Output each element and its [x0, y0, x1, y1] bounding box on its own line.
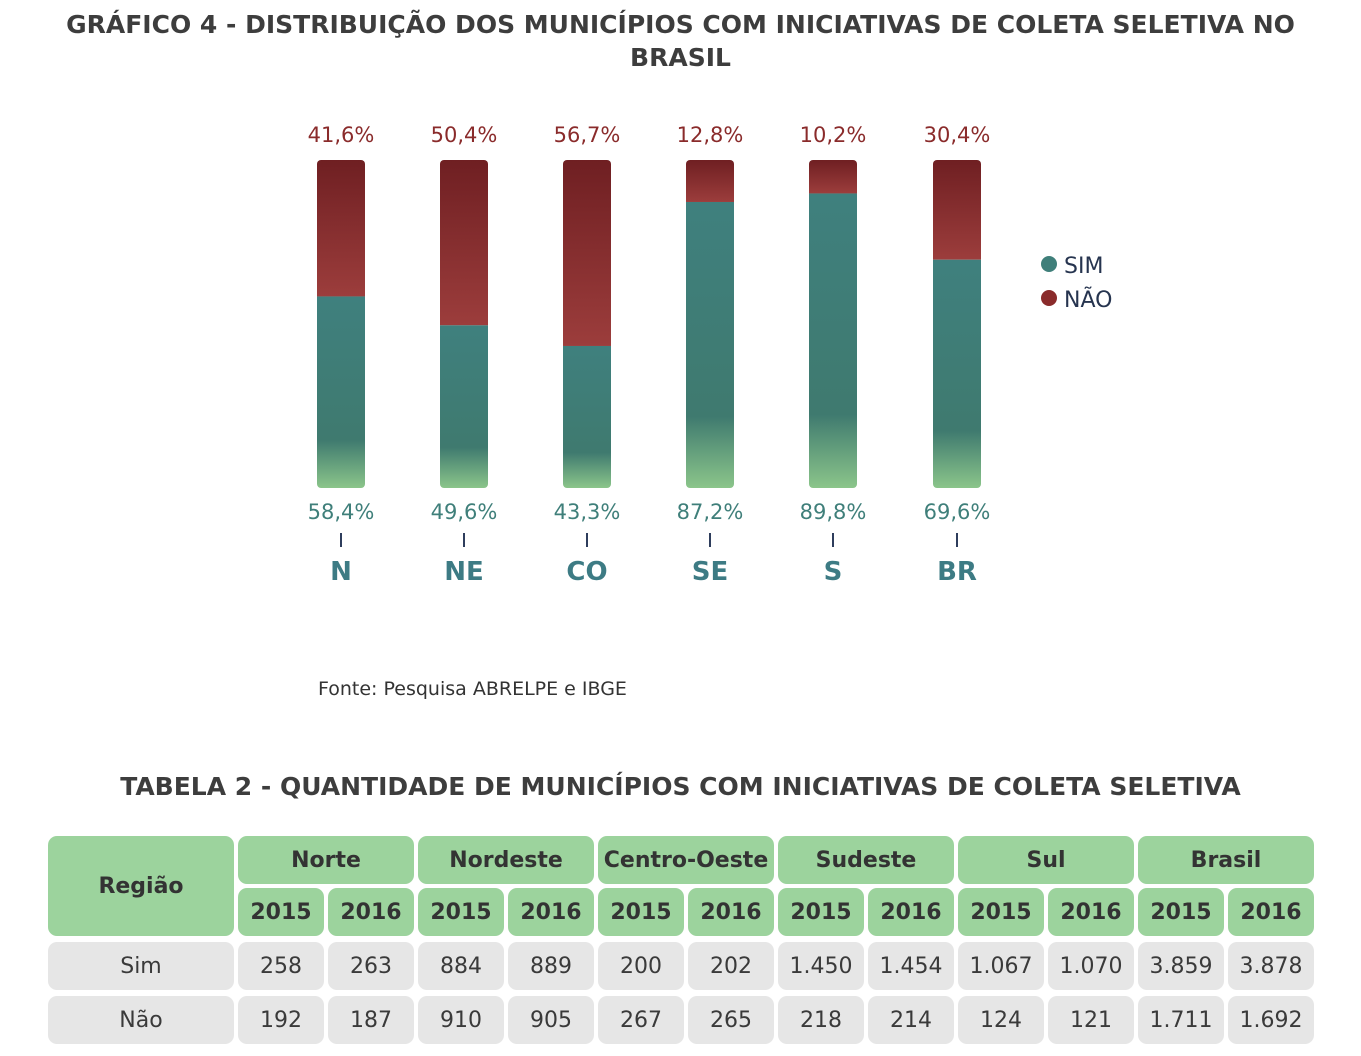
table-cell: 1.450 — [778, 942, 864, 990]
category-label-co: CO — [566, 557, 607, 587]
table-cell: 3.878 — [1228, 942, 1314, 990]
label-sim-co: 43,3% — [554, 500, 621, 524]
header-year: 2016 — [868, 888, 954, 936]
category-label-br: BR — [937, 557, 977, 587]
label-nao-se: 12,8% — [677, 123, 744, 147]
table-cell: 3.859 — [1138, 942, 1224, 990]
bar-nao-s — [809, 160, 857, 194]
bar-sim-co — [563, 345, 611, 488]
bar-nao-n — [317, 160, 365, 297]
table-cell: 1.067 — [958, 942, 1044, 990]
header-year: 2016 — [688, 888, 774, 936]
header-year: 2016 — [1228, 888, 1314, 936]
label-nao-s: 10,2% — [800, 123, 867, 147]
header-year: 2015 — [598, 888, 684, 936]
label-nao-ne: 50,4% — [431, 123, 498, 147]
row-label-sim: Sim — [48, 942, 234, 990]
chart-title: GRÁFICO 4 - DISTRIBUIÇÃO DOS MUNICÍPIOS … — [66, 10, 1295, 72]
table-cell: 192 — [238, 996, 324, 1044]
table-cell: 121 — [1048, 996, 1134, 1044]
header-region: Região — [48, 836, 234, 936]
table-cell: 200 — [598, 942, 684, 990]
category-label-s: S — [824, 557, 843, 587]
legend-label-sim: SIM — [1064, 254, 1103, 279]
header-group-nordeste: Nordeste — [418, 836, 594, 884]
table-cell: 124 — [958, 996, 1044, 1044]
bar-sim-ne — [440, 325, 488, 488]
category-label-ne: NE — [444, 557, 484, 587]
table-cell: 218 — [778, 996, 864, 1044]
table-cell: 267 — [598, 996, 684, 1044]
header-group-norte: Norte — [238, 836, 414, 884]
header-group-brasil: Brasil — [1138, 836, 1314, 884]
table-cell: 263 — [328, 942, 414, 990]
header-group-centro-oeste: Centro-Oeste — [598, 836, 774, 884]
table-cell: 1.711 — [1138, 996, 1224, 1044]
header-year: 2016 — [1048, 888, 1134, 936]
source-note: Fonte: Pesquisa ABRELPE e IBGE — [318, 678, 627, 700]
header-year: 2016 — [508, 888, 594, 936]
bar-sim-n — [317, 296, 365, 488]
row-label-não: Não — [48, 996, 234, 1044]
header-group-sudeste: Sudeste — [778, 836, 954, 884]
table-cell: 889 — [508, 942, 594, 990]
legend-label-nao: NÃO — [1064, 286, 1112, 313]
stacked-bar-chart: 41,6% 58,4% 50,4% 49,6% 56,7% 43,3% 12,8% 87,2%… — [245, 123, 1112, 587]
legend-marker-nao — [1041, 290, 1057, 306]
bar-nao-br — [933, 160, 981, 260]
label-sim-se: 87,2% — [677, 500, 744, 524]
category-label-n: N — [330, 557, 352, 587]
table-cell: 884 — [418, 942, 504, 990]
label-nao-co: 56,7% — [554, 123, 621, 147]
bar-sim-s — [809, 193, 857, 488]
label-sim-br: 69,6% — [924, 500, 991, 524]
header-year: 2015 — [778, 888, 864, 936]
table-cell: 905 — [508, 996, 594, 1044]
header-year: 2015 — [418, 888, 504, 936]
table-cell: 202 — [688, 942, 774, 990]
header-year: 2015 — [958, 888, 1044, 936]
legend-marker-sim — [1041, 256, 1057, 272]
bar-nao-co — [563, 160, 611, 346]
header-year: 2015 — [1138, 888, 1224, 936]
table-title: TABELA 2 - QUANTIDADE DE MUNICÍPIOS COM … — [120, 772, 1241, 801]
header-group-sul: Sul — [958, 836, 1134, 884]
bar-sim-se — [686, 201, 734, 488]
label-nao-n: 41,6% — [308, 123, 375, 147]
category-label-se: SE — [692, 557, 729, 587]
table-cell: 258 — [238, 942, 324, 990]
header-year: 2016 — [328, 888, 414, 936]
label-sim-ne: 49,6% — [431, 500, 498, 524]
bar-nao-se — [686, 160, 734, 202]
table-cell: 1.692 — [1228, 996, 1314, 1044]
bar-sim-br — [933, 259, 981, 488]
bar-nao-ne — [440, 160, 488, 326]
label-sim-n: 58,4% — [308, 500, 375, 524]
table-cell: 187 — [328, 996, 414, 1044]
table-cell: 1.454 — [868, 942, 954, 990]
label-sim-s: 89,8% — [800, 500, 867, 524]
table-cell: 910 — [418, 996, 504, 1044]
label-nao-br: 30,4% — [924, 123, 991, 147]
table-cell: 1.070 — [1048, 942, 1134, 990]
header-year: 2015 — [238, 888, 324, 936]
table-cell: 214 — [868, 996, 954, 1044]
table-cell: 265 — [688, 996, 774, 1044]
